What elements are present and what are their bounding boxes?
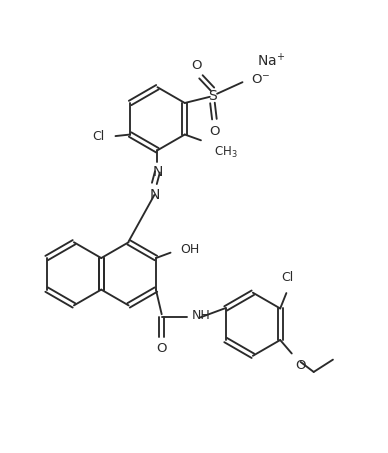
Text: O: O — [209, 125, 220, 138]
Text: CH$_3$: CH$_3$ — [214, 145, 237, 160]
Text: S: S — [208, 89, 217, 103]
Text: O: O — [191, 59, 201, 72]
Text: O: O — [295, 359, 306, 372]
Text: Na$^{+}$: Na$^{+}$ — [257, 52, 285, 69]
Text: O$^{-}$: O$^{-}$ — [251, 73, 270, 87]
Text: Cl: Cl — [281, 271, 293, 284]
Text: Cl: Cl — [92, 130, 105, 143]
Text: O: O — [156, 342, 167, 355]
Text: N: N — [149, 188, 159, 202]
Text: NH: NH — [192, 309, 211, 322]
Text: N: N — [152, 165, 163, 179]
Text: OH: OH — [180, 243, 200, 256]
